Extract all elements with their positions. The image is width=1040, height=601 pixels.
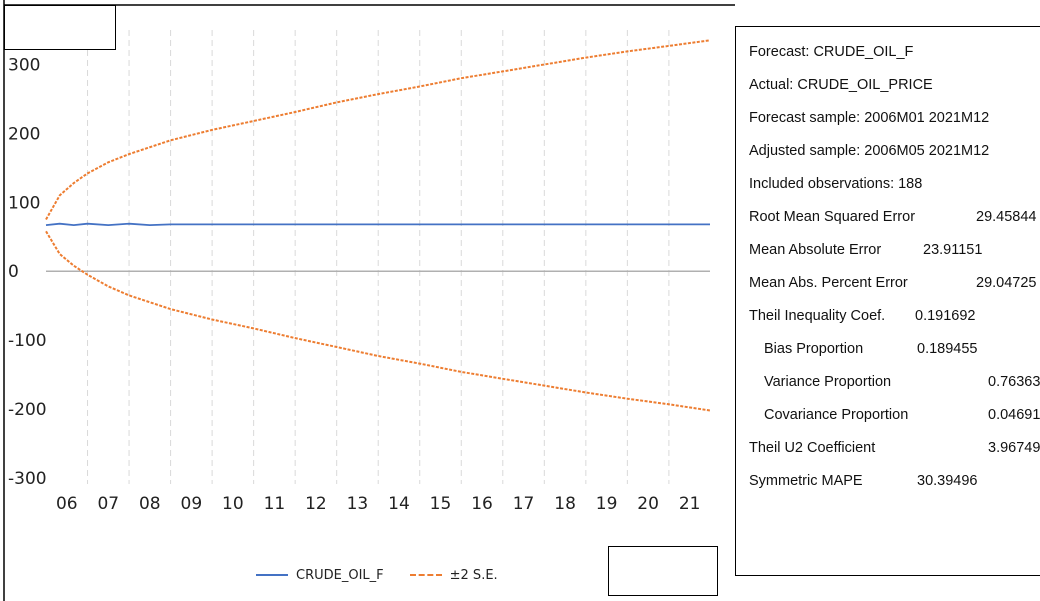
stat-rmse-label: Root Mean Squared Error <box>749 209 916 225</box>
x-tick-label: 06 <box>56 494 78 514</box>
stat-included-observations: Included observations: 188 <box>749 176 923 192</box>
x-tick-label: 18 <box>554 494 576 514</box>
x-tick-label: 10 <box>222 494 244 514</box>
x-tick-label: 14 <box>388 494 410 514</box>
y-tick-label: -100 <box>8 331 47 351</box>
stat-theil-value: 0.191692 <box>915 308 976 324</box>
stat-u2-label: Theil U2 Coefficient <box>749 440 876 456</box>
stat-covariance-value: 0.046912 <box>988 407 1040 423</box>
lower-se-band-line <box>45 230 711 412</box>
x-tick-label: 21 <box>679 494 701 514</box>
stat-mae-label: Mean Absolute Error <box>749 242 882 258</box>
x-tick-label: 07 <box>97 494 119 514</box>
y-tick-label: 300 <box>8 55 40 75</box>
y-tick-label: 0 <box>8 262 19 282</box>
x-tick-label: 19 <box>596 494 618 514</box>
x-tick-label: 12 <box>305 494 327 514</box>
stat-mae-value: 23.91151 <box>923 242 983 258</box>
forecast-chart: 300 200 100 0 -100 -200 -300 06 07 08 09 10 11 12 13 1… <box>3 0 735 601</box>
y-tick-label: 200 <box>8 124 40 144</box>
stat-covariance-label: Covariance Proportion <box>764 407 909 423</box>
chart-legend: CRUDE_OIL_F ±2 S.E. <box>256 560 498 590</box>
x-tick-label: 08 <box>139 494 161 514</box>
y-tick-label: -200 <box>8 400 47 420</box>
stat-adjusted-sample: Adjusted sample: 2006M05 2021M12 <box>749 143 990 159</box>
forecast-line <box>45 222 710 227</box>
stat-theil-label: Theil Inequality Coef. <box>749 308 886 324</box>
stat-mape-label: Mean Abs. Percent Error <box>749 275 908 291</box>
x-tick-label: 09 <box>181 494 203 514</box>
stat-mape-value: 29.04725 <box>976 275 1037 291</box>
upper-se-band-line <box>45 39 711 220</box>
y-tick-label: 100 <box>8 193 40 213</box>
stat-bias-value: 0.189455 <box>917 341 978 357</box>
blank-bottom-right-box <box>608 546 718 596</box>
stat-forecast-sample: Forecast sample: 2006M01 2021M12 <box>749 110 990 126</box>
stat-rmse-value: 29.45844 <box>976 209 1037 225</box>
forecast-evaluation-box: Forecast: CRUDE_OIL_F Actual: CRUDE_OIL_… <box>735 26 1040 576</box>
stat-variance-label: Variance Proportion <box>764 374 892 390</box>
stat-forecast: Forecast: CRUDE_OIL_F <box>749 44 914 60</box>
stat-actual: Actual: CRUDE_OIL_PRICE <box>749 77 933 93</box>
x-tick-label: 20 <box>637 494 659 514</box>
stat-smape-value: 30.39496 <box>917 473 978 489</box>
x-tick-label: 15 <box>430 494 452 514</box>
x-tick-label: 11 <box>264 494 286 514</box>
x-tick-label: 13 <box>347 494 369 514</box>
stat-u2-value: 3.967496 <box>988 440 1040 456</box>
legend-label-forecast: CRUDE_OIL_F <box>296 567 384 583</box>
y-tick-label: -300 <box>8 469 47 489</box>
stat-smape-label: Symmetric MAPE <box>749 473 863 489</box>
stat-variance-value: 0.763633 <box>988 374 1040 390</box>
legend-swatch-se <box>409 574 442 576</box>
x-tick-label: 16 <box>471 494 493 514</box>
blank-top-left-box <box>4 5 116 50</box>
x-tick-label: 17 <box>513 494 535 514</box>
legend-label-se: ±2 S.E. <box>449 567 498 583</box>
legend-swatch-forecast <box>256 574 288 576</box>
stat-bias-label: Bias Proportion <box>764 341 864 357</box>
